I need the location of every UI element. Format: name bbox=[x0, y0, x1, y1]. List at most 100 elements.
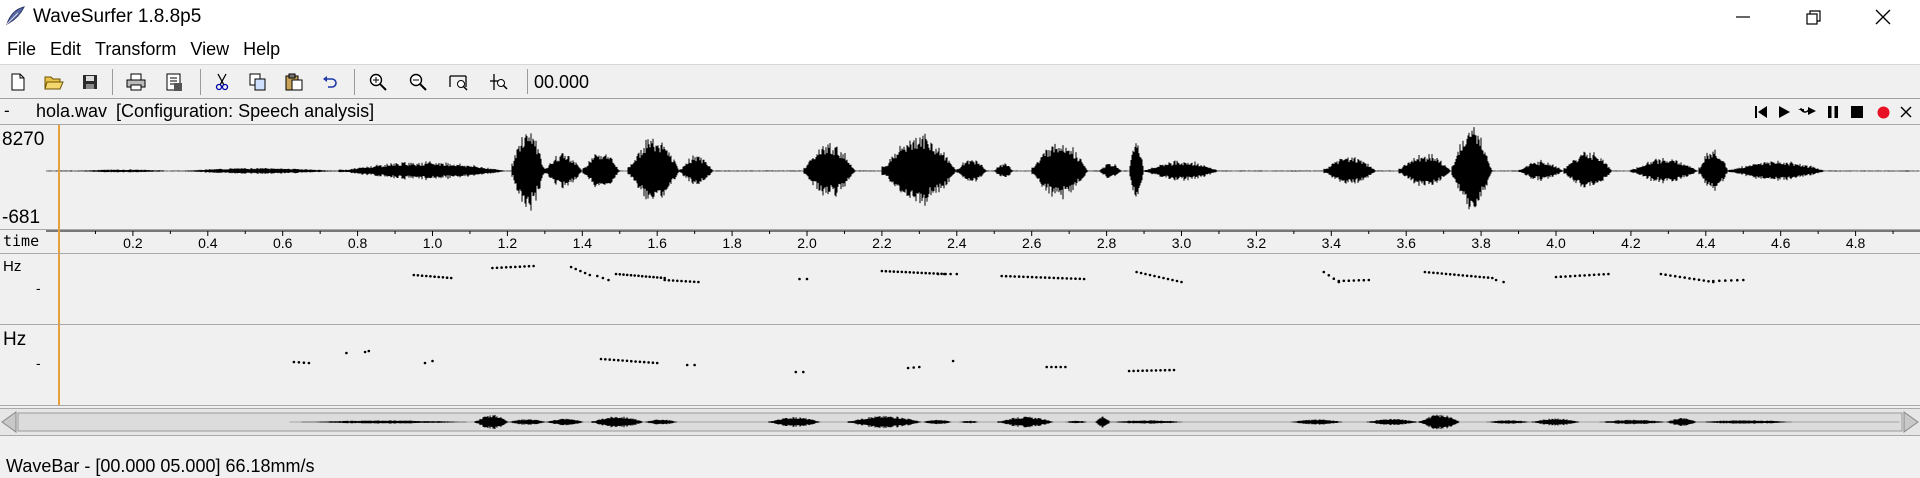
pitch1-point bbox=[1139, 271, 1143, 275]
undo-button[interactable] bbox=[316, 69, 344, 95]
pitch1-point bbox=[1357, 279, 1361, 282]
menu-file[interactable]: File bbox=[7, 38, 37, 59]
pitch1-point bbox=[637, 274, 640, 278]
pitch1-point bbox=[1736, 278, 1739, 282]
close-window-button[interactable] bbox=[1852, 0, 1914, 34]
pitch1-point bbox=[1135, 270, 1138, 274]
pitch1-point bbox=[1578, 274, 1582, 277]
pitch1-point bbox=[692, 280, 696, 284]
wavebar[interactable] bbox=[0, 408, 1920, 436]
pitch2-point bbox=[1136, 369, 1140, 373]
pitch1-point bbox=[892, 270, 896, 273]
pitch1-point bbox=[1724, 279, 1727, 282]
waveform-trace bbox=[46, 127, 1920, 211]
pitch1-point bbox=[1327, 274, 1331, 277]
zoom-selection-button[interactable] bbox=[484, 69, 512, 95]
pitch1-point bbox=[640, 274, 644, 278]
scroll-left-icon[interactable] bbox=[1, 411, 17, 433]
sound-menu-dash[interactable]: - bbox=[4, 101, 10, 120]
menu-transform[interactable]: Transform bbox=[95, 38, 177, 59]
pitch2-point bbox=[647, 361, 650, 364]
pitch1-point bbox=[663, 276, 666, 280]
restore-button[interactable] bbox=[1782, 0, 1844, 34]
pitch1-point bbox=[688, 280, 692, 283]
new-file-button[interactable] bbox=[4, 69, 32, 95]
pitch1-point bbox=[425, 274, 428, 278]
time-axis-tick-label: 4.2 bbox=[1621, 235, 1641, 251]
pitch1-point bbox=[1043, 276, 1047, 279]
pitch1-point bbox=[912, 271, 915, 274]
menu-view[interactable]: View bbox=[190, 38, 230, 59]
play-loop-button[interactable] bbox=[1796, 101, 1818, 123]
pitch2-point bbox=[367, 349, 371, 353]
export-button[interactable] bbox=[160, 69, 188, 95]
open-button[interactable] bbox=[40, 69, 68, 95]
pause-button[interactable] bbox=[1822, 101, 1844, 123]
pitch2-point bbox=[431, 359, 434, 363]
pitch1-point bbox=[532, 264, 535, 268]
play-button[interactable] bbox=[1773, 101, 1795, 123]
zoom-in-button[interactable] bbox=[364, 69, 392, 95]
pitch-pane-2[interactable]: Hz - bbox=[0, 325, 1920, 406]
pitch1-point bbox=[579, 269, 582, 273]
menu-help[interactable]: Help bbox=[243, 38, 281, 59]
pitch1-point bbox=[1554, 275, 1558, 279]
waveform-plot[interactable] bbox=[46, 125, 1920, 229]
pitch1-point bbox=[908, 271, 912, 274]
pitch1-point bbox=[932, 272, 935, 275]
skip-start-button[interactable] bbox=[1750, 101, 1772, 123]
pitch2-point bbox=[297, 361, 301, 364]
pitch-contour-2[interactable] bbox=[0, 325, 1920, 405]
pitch1-point bbox=[1078, 277, 1082, 281]
close-sound-button[interactable] bbox=[1895, 101, 1917, 123]
pitch1-point bbox=[1597, 273, 1601, 276]
configuration-label: [Configuration: Speech analysis] bbox=[116, 101, 375, 121]
pitch1-point bbox=[1478, 275, 1481, 279]
zoom-out-button[interactable] bbox=[404, 69, 432, 95]
pitch1-point bbox=[420, 274, 424, 277]
pitch1-point bbox=[1559, 275, 1563, 278]
pitch1-point bbox=[652, 275, 655, 279]
pitch1-point bbox=[500, 266, 503, 269]
zoom-out-icon bbox=[409, 73, 427, 91]
pitch2-point bbox=[1154, 369, 1158, 372]
pitch1-point bbox=[1742, 278, 1745, 282]
pitch-contour-1[interactable] bbox=[0, 254, 1920, 324]
scroll-right-icon[interactable] bbox=[1903, 411, 1919, 433]
time-axis-tick-label: 4.8 bbox=[1846, 235, 1866, 251]
pitch1-point bbox=[884, 269, 888, 273]
minimize-button[interactable] bbox=[1712, 0, 1774, 34]
pitch1-point bbox=[924, 271, 927, 275]
pitch1-point bbox=[644, 275, 648, 278]
pitch1-point bbox=[1436, 271, 1439, 275]
pitch1-point bbox=[625, 273, 629, 277]
title-bar: WaveSurfer 1.8.8p5 bbox=[0, 0, 1920, 34]
pitch2-point bbox=[307, 361, 311, 365]
pitch1-point bbox=[622, 273, 625, 276]
pitch1-point bbox=[1444, 272, 1448, 276]
print-button[interactable] bbox=[122, 69, 150, 95]
pitch1-point bbox=[1035, 276, 1038, 279]
cut-button[interactable] bbox=[208, 69, 236, 95]
stop-button[interactable] bbox=[1846, 101, 1868, 123]
waveform-pane[interactable]: 8270 -681 bbox=[0, 124, 1920, 230]
save-button[interactable] bbox=[76, 69, 104, 95]
pitch-pane-1[interactable]: Hz - bbox=[0, 254, 1920, 325]
pitch2-point bbox=[1127, 369, 1131, 373]
pitch1-point bbox=[1423, 270, 1427, 274]
menu-edit[interactable]: Edit bbox=[50, 38, 82, 59]
paste-button[interactable] bbox=[280, 69, 308, 95]
pitch2-point bbox=[1145, 369, 1149, 372]
paste-icon bbox=[285, 73, 303, 91]
zoom-fit-button[interactable] bbox=[444, 69, 472, 95]
play-cursor[interactable] bbox=[58, 125, 60, 229]
pause-icon bbox=[1828, 106, 1838, 118]
pitch2-point bbox=[906, 366, 910, 370]
wavebar-track[interactable] bbox=[0, 409, 1920, 435]
copy-button[interactable] bbox=[244, 69, 272, 95]
pitch2-point bbox=[912, 366, 915, 369]
record-button[interactable] bbox=[1872, 101, 1894, 123]
pitch1-point bbox=[633, 274, 636, 277]
pitch1-point bbox=[1697, 278, 1701, 282]
pitch2-point bbox=[1159, 369, 1162, 372]
